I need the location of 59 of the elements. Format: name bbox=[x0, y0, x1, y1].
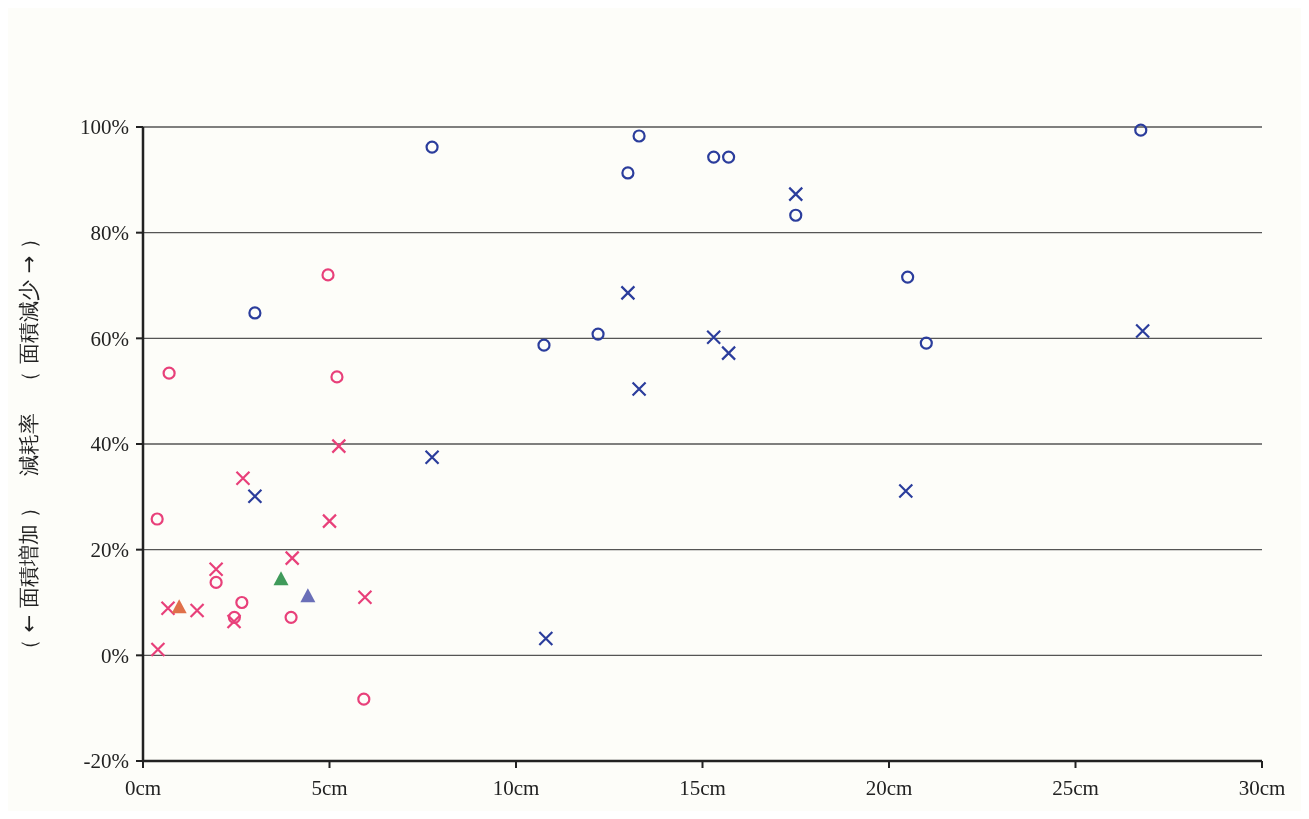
point bbox=[357, 692, 371, 706]
point bbox=[591, 327, 605, 341]
point bbox=[321, 513, 338, 529]
point bbox=[300, 588, 316, 603]
point bbox=[789, 208, 803, 222]
point bbox=[631, 381, 647, 397]
point bbox=[538, 630, 554, 647]
y-tick-label: 60% bbox=[90, 326, 129, 351]
point bbox=[1134, 123, 1148, 137]
point bbox=[424, 449, 440, 465]
x-tick-label: 5cm bbox=[311, 776, 348, 800]
point bbox=[227, 610, 241, 624]
point bbox=[898, 483, 914, 499]
point bbox=[357, 589, 373, 605]
y-axis-title: （ ← 面積増加 ） 減耗率 （ 面積減少 → ） bbox=[17, 227, 41, 661]
point bbox=[919, 336, 933, 350]
point bbox=[273, 571, 289, 586]
point bbox=[321, 268, 335, 282]
point bbox=[284, 550, 300, 566]
x-tick-label: 15cm bbox=[679, 776, 726, 800]
y-tick-label: 40% bbox=[90, 432, 129, 457]
x-tick-label: 0cm bbox=[124, 776, 162, 800]
point bbox=[722, 150, 736, 164]
point bbox=[1135, 323, 1151, 339]
point bbox=[284, 610, 298, 624]
point bbox=[330, 370, 344, 384]
point bbox=[620, 285, 636, 301]
point bbox=[189, 602, 205, 619]
point bbox=[226, 613, 242, 630]
point bbox=[621, 166, 635, 180]
x-tick-label: 30cm bbox=[1238, 776, 1286, 800]
point bbox=[788, 186, 804, 202]
point bbox=[247, 488, 263, 504]
point bbox=[707, 150, 721, 164]
point bbox=[150, 641, 166, 658]
y-tick-label: -20% bbox=[83, 749, 129, 774]
point bbox=[901, 270, 915, 284]
point bbox=[248, 306, 262, 320]
y-tick-label: 80% bbox=[90, 221, 129, 246]
point bbox=[721, 345, 737, 361]
point bbox=[160, 600, 176, 616]
x-tick-label: 20cm bbox=[865, 776, 913, 800]
point bbox=[235, 470, 251, 486]
point bbox=[706, 329, 722, 345]
point bbox=[171, 599, 187, 614]
point bbox=[208, 561, 224, 577]
point bbox=[150, 512, 164, 526]
point bbox=[209, 575, 223, 590]
point bbox=[162, 366, 176, 380]
x-tick-label: 10cm bbox=[492, 776, 540, 800]
y-tick-label: 100% bbox=[80, 115, 129, 140]
point bbox=[632, 129, 646, 143]
point bbox=[537, 338, 551, 352]
point bbox=[331, 438, 347, 454]
x-tick-label: 25cm bbox=[1052, 776, 1099, 800]
y-tick-label: 20% bbox=[90, 538, 129, 563]
point bbox=[425, 140, 439, 154]
point bbox=[235, 595, 249, 610]
y-tick-label: 0% bbox=[101, 643, 129, 668]
